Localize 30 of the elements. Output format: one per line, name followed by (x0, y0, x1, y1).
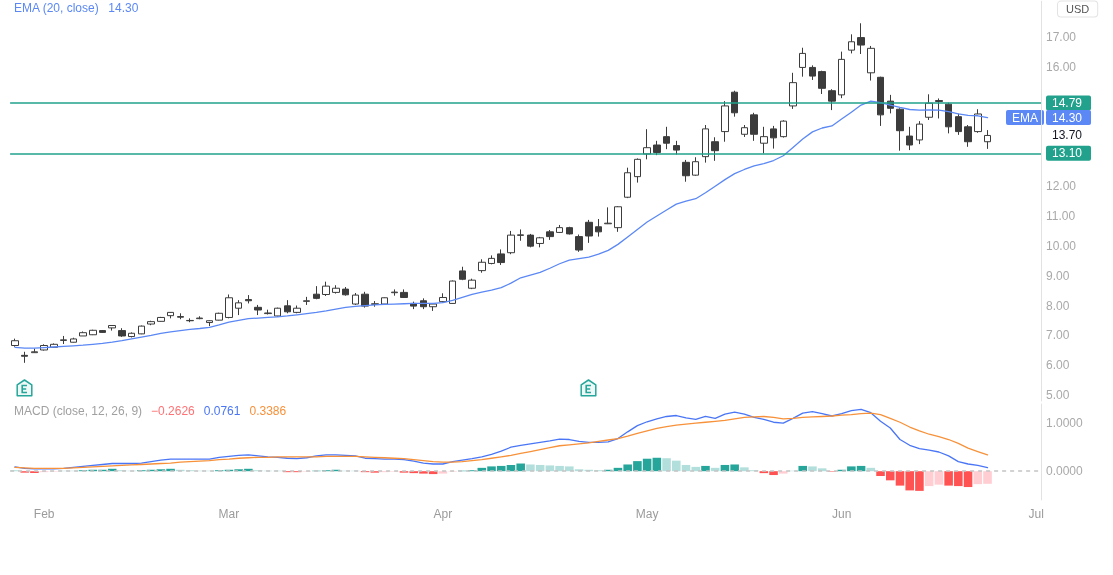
y-tick-label: 12.00 (1046, 179, 1077, 194)
y-tick-label: 1.0000 (1046, 416, 1084, 431)
x-tick-label: Jun (831, 507, 852, 521)
y-tick-label: 16.00 (1046, 59, 1077, 74)
x-tick-label: Apr (433, 507, 453, 521)
x-tick-label: May (635, 507, 659, 521)
y-tick-label: 11.00 (1046, 209, 1076, 224)
text: −0.2626 (151, 404, 196, 418)
text: 14.30 (1052, 110, 1083, 125)
y-tick-label: 7.00 (1046, 328, 1070, 343)
legend-title: MACD (close, 12, 26, 9) (14, 404, 143, 418)
ref-line-label: 14.79 (1052, 95, 1083, 110)
y-tick-label: 5.00 (1046, 388, 1070, 403)
y-tick-label: 10.00 (1046, 238, 1077, 253)
text: 0.0761 (203, 404, 241, 418)
text: EMA (20, close) (14, 1, 99, 16)
y-tick-label: 17.00 (1046, 30, 1077, 44)
y-tick-label: 0.0000 (1046, 464, 1084, 479)
x-tick-label: Feb (33, 507, 55, 521)
x-tick-label: Mar (218, 507, 240, 521)
y-tick-label: 8.00 (1046, 298, 1070, 313)
annotation: EMA (1012, 110, 1039, 125)
text: 0.3386 (249, 404, 287, 418)
text: 13.70 (1052, 128, 1083, 143)
annotation: 14.30 (108, 1, 139, 16)
x-tick-label: Jul (1028, 507, 1044, 521)
ref-line-label: 13.10 (1052, 146, 1083, 161)
y-tick-label: 9.00 (1046, 268, 1070, 283)
y-axis-title: USD (1066, 3, 1090, 15)
y-tick-label: 6.00 (1046, 358, 1070, 373)
